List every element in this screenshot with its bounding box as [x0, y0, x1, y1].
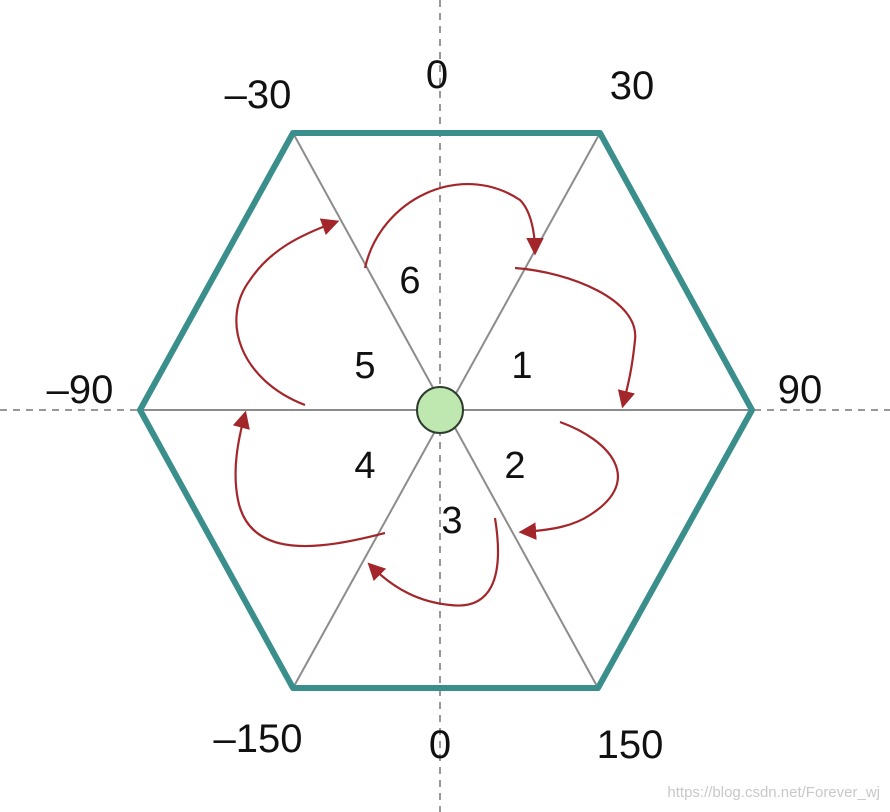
arrow-2-to-3 [518, 420, 619, 540]
arrow-6-to-1 [363, 183, 544, 269]
angle-label-top-zero: 0 [426, 53, 448, 97]
sector-4: 4 [354, 445, 375, 487]
sector-5: 5 [354, 345, 375, 387]
angle-label-150: 150 [597, 723, 664, 767]
arrow-4-to-5 [232, 410, 386, 548]
angle-label-neg90: –90 [47, 368, 114, 412]
hexagon [137, 130, 755, 691]
sector-3: 3 [441, 500, 462, 542]
angle-label-30: 30 [610, 64, 655, 108]
angle-label-90: 90 [778, 368, 823, 412]
sector-2: 2 [504, 445, 525, 487]
center-point [416, 386, 464, 434]
angle-label-neg30: –30 [225, 73, 292, 117]
sector-6: 6 [399, 260, 420, 302]
angle-label-bottom-zero: 0 [429, 723, 451, 767]
arrow-5-to-6 [235, 218, 340, 407]
arrow-1-to-2 [514, 266, 637, 409]
arrow-3-to-4 [367, 517, 500, 607]
sector-1: 1 [511, 345, 532, 387]
angle-label-neg150: –150 [214, 717, 303, 761]
watermark: https://blog.csdn.net/Forever_wj [667, 784, 880, 801]
rotation-arrows [232, 183, 637, 607]
